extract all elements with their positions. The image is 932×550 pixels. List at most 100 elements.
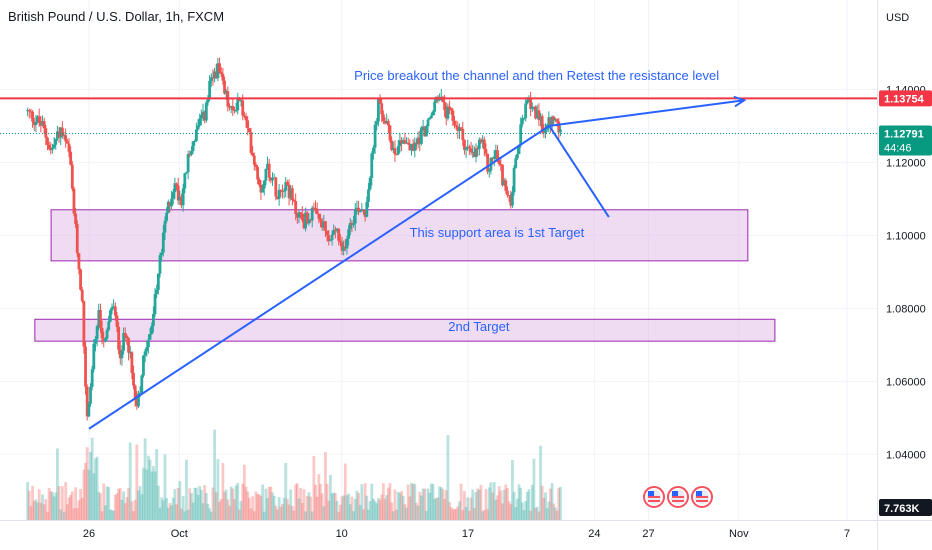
candle-body [130,352,134,373]
volume-bar [266,497,269,520]
candle-body [224,91,228,94]
candle-body [496,150,499,161]
candle-body [329,240,332,242]
candle-body [84,346,87,387]
volume-bar [534,507,537,520]
candle-body [75,223,79,254]
candle-body [391,148,395,150]
candle-body [529,97,533,109]
candle-body [340,242,344,251]
volume-bar [489,482,493,520]
volume-bar [254,491,258,520]
volume-bar [380,494,384,520]
candle-body [113,306,117,316]
candle-body [271,178,274,181]
volume-bar [525,491,529,520]
annotation-text[interactable]: Price breakout the channel and then Rete… [354,68,719,83]
candle-body [380,103,384,115]
volume-bar [145,469,149,520]
candle-body [181,188,185,206]
candle-body [231,106,235,110]
volume-bar [65,504,69,520]
volume-bar [103,505,107,520]
candle-body [378,98,382,104]
trendline-extension[interactable] [549,99,745,127]
volume-bar [294,484,298,520]
candle-body [491,157,494,159]
candle-body [492,156,496,159]
candle-body [238,98,241,101]
candle-body [405,142,408,144]
candle-body [259,184,263,193]
volume-bar [176,488,180,520]
volume-bar [85,447,89,520]
volume-bar [59,509,63,520]
volume-bar [302,489,306,520]
volume-bar [170,505,173,520]
volume-bar [231,488,235,520]
candle-body [335,228,339,232]
volume-bar [386,487,390,520]
candle-body [522,118,526,120]
volume-bar [439,487,443,520]
volume-bar [393,489,397,520]
volume-bar [481,511,485,520]
volume-bar [443,499,446,520]
volume-bar [277,497,281,520]
target-zone[interactable] [50,209,749,262]
volume-bar [252,511,256,520]
candle-body [161,232,165,253]
us-flag-event-icon[interactable] [643,486,665,508]
candle-body [204,102,208,121]
projection-line[interactable] [548,125,610,218]
candle-body [203,111,207,121]
trendline[interactable] [88,125,550,430]
volume-bar [463,491,466,520]
volume-bar [459,483,463,520]
volume-bar [211,487,215,520]
volume-bar [507,501,511,520]
volume-bar [46,511,49,520]
candle-body [95,326,99,340]
candle-body [362,209,365,211]
volume-bar [27,490,31,520]
candle-body [426,119,430,127]
us-flag-event-icon[interactable] [667,486,689,508]
candle-body [145,347,149,352]
annotation-text[interactable]: This support area is 1st Target [410,225,585,240]
volume-bar [305,496,309,520]
volume-bar [433,498,437,520]
candle-body [542,132,546,134]
volume-bar [147,455,150,520]
candle-body [401,140,405,144]
candle-body [37,116,41,124]
volume-bar [347,493,351,520]
volume-bar [428,492,432,520]
volume-bar [544,492,547,520]
candle-body [348,222,352,230]
symbol-title[interactable]: British Pound / U.S. Dollar, 1h, FXCM [8,9,225,24]
event-icons [643,486,713,508]
candle-body [314,208,317,210]
volume-bar [285,498,289,520]
candle-body [246,120,250,129]
volume-bar [180,508,183,520]
candle-body [424,126,428,137]
candle-body [264,168,268,181]
candle-body [223,80,226,94]
candle-body [512,167,516,193]
target-zone[interactable] [34,318,776,342]
us-flag-event-icon[interactable] [691,486,713,508]
candle-body [410,143,413,151]
candle-body [507,195,511,197]
candle-body [441,96,445,103]
volume-bar [552,503,556,520]
annotation-text[interactable]: 2nd Target [448,319,510,334]
candle-body [211,77,215,79]
volume-bar [115,493,119,520]
volume-bar [122,491,125,520]
candle-body [525,100,529,104]
volume-bar [130,501,134,520]
